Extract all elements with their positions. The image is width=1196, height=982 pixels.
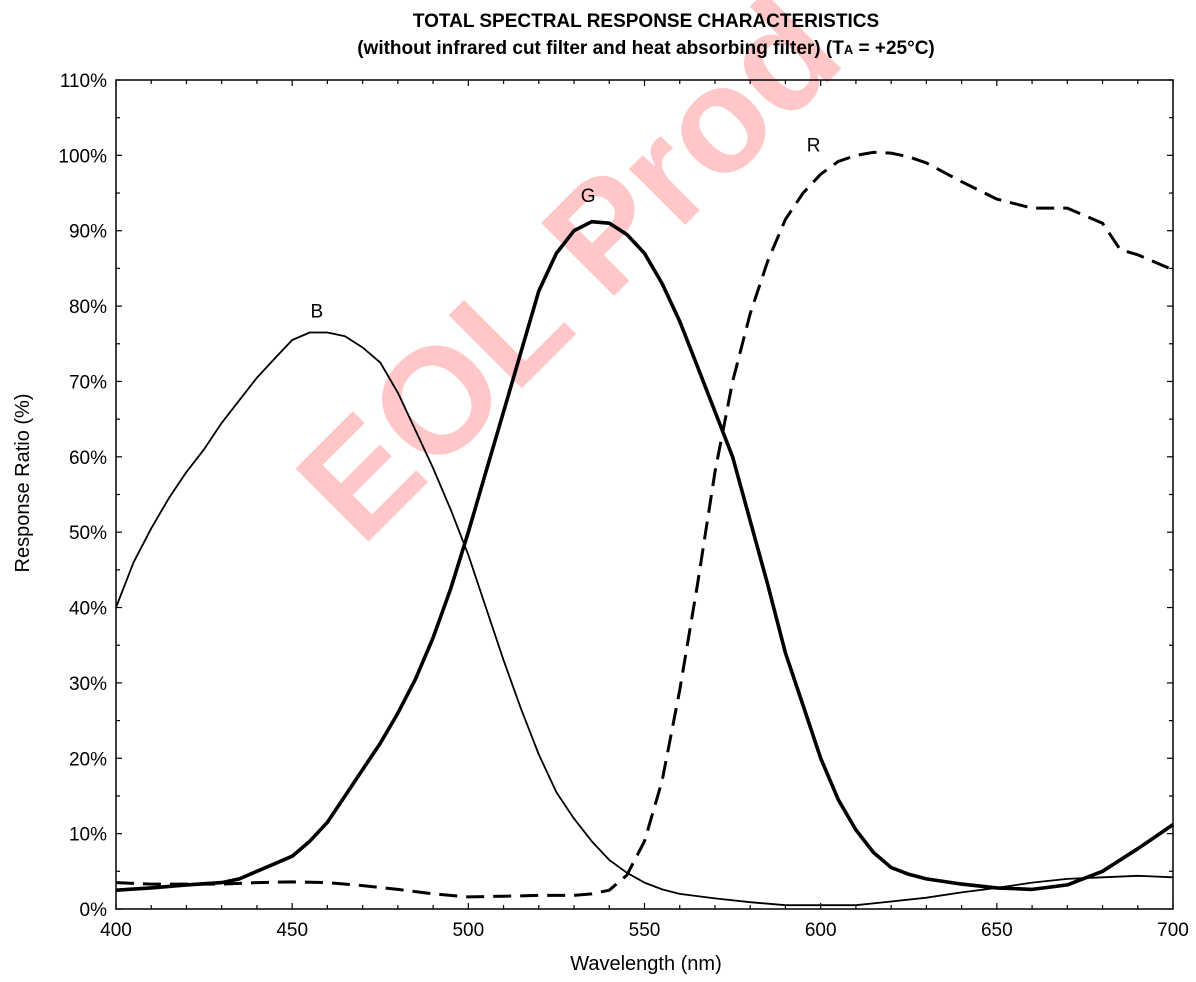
x-axis-title: Wavelength (nm) [570, 953, 722, 975]
axis-ticks [115, 79, 1174, 910]
y-tick-labels: 0% 10% 20% 30% 40% 50% 60% 70% 80% 90% 100% 110% [58, 71, 107, 921]
x-tick-label: 450 [276, 920, 308, 941]
series-line-g [115, 219, 1175, 892]
x-tick-label: 700 [1157, 920, 1189, 941]
x-tick-label: 600 [805, 920, 837, 941]
curve-label-b: B [310, 301, 323, 322]
x-tick-labels: 400 450 500 550 600 650 700 [100, 920, 1189, 941]
x-tick-label: 400 [100, 920, 132, 941]
y-tick-label: 70% [69, 372, 107, 393]
y-tick-label: 40% [69, 599, 107, 620]
y-axis-title: Response Ratio (%) [12, 394, 34, 573]
series-line-b [115, 331, 1174, 907]
y-tick-label: 80% [69, 297, 107, 318]
watermark: EOL Prod [265, 0, 871, 571]
data-series [115, 150, 1175, 907]
y-tick-label: 110% [60, 71, 107, 92]
y-tick-label: 30% [69, 674, 107, 695]
chart-subtitle-main: (without infrared cut filter and heat ab… [357, 38, 844, 59]
y-tick-label: 50% [69, 523, 107, 544]
y-tick-label: 0% [80, 900, 108, 921]
chart-subtitle-end: = +25°C) [853, 38, 935, 59]
y-tick-label: 10% [69, 825, 107, 846]
y-tick-label: 90% [69, 222, 107, 243]
y-tick-label: 100% [58, 146, 107, 167]
x-tick-label: 650 [981, 920, 1013, 941]
curve-label-r: R [807, 136, 821, 157]
y-tick-label: 20% [69, 749, 107, 770]
curve-labels: B G R [310, 136, 820, 323]
chart-title: TOTAL SPECTRAL RESPONSE CHARACTERISTICS [413, 11, 879, 32]
chart-subtitle-sub: A [844, 42, 854, 57]
chart-subtitle: (without infrared cut filter and heat ab… [357, 38, 935, 59]
curve-label-g: G [581, 186, 596, 207]
series-line-r [115, 150, 1174, 899]
y-tick-label: 60% [69, 448, 107, 469]
x-tick-label: 500 [452, 920, 484, 941]
x-tick-label: 550 [629, 920, 661, 941]
